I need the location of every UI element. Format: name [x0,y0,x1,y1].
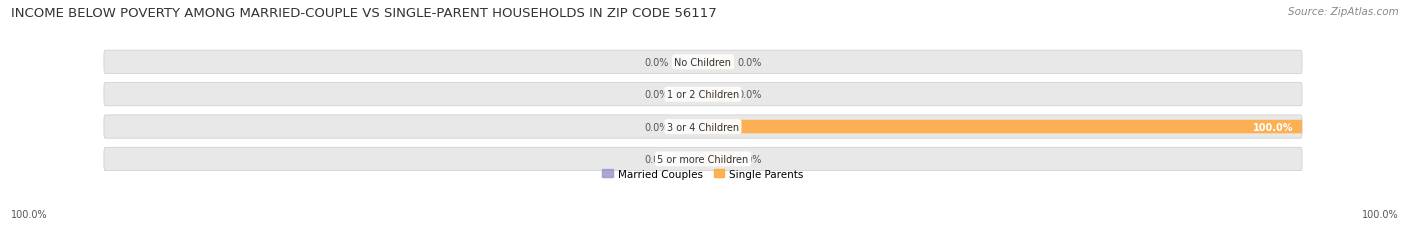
Text: INCOME BELOW POVERTY AMONG MARRIED-COUPLE VS SINGLE-PARENT HOUSEHOLDS IN ZIP COD: INCOME BELOW POVERTY AMONG MARRIED-COUPL… [11,7,717,20]
Text: 0.0%: 0.0% [738,154,762,164]
FancyBboxPatch shape [104,116,1302,139]
FancyBboxPatch shape [703,88,733,102]
FancyBboxPatch shape [673,88,703,102]
FancyBboxPatch shape [104,148,1302,171]
Text: 5 or more Children: 5 or more Children [658,154,748,164]
Text: 1 or 2 Children: 1 or 2 Children [666,90,740,100]
Text: Source: ZipAtlas.com: Source: ZipAtlas.com [1288,7,1399,17]
Text: 100.0%: 100.0% [1362,210,1399,219]
Text: 0.0%: 0.0% [644,58,668,67]
FancyBboxPatch shape [673,152,703,166]
FancyBboxPatch shape [673,120,703,134]
FancyBboxPatch shape [703,152,733,166]
Text: 0.0%: 0.0% [644,122,668,132]
Legend: Married Couples, Single Parents: Married Couples, Single Parents [599,166,807,182]
Text: 0.0%: 0.0% [644,90,668,100]
Text: 0.0%: 0.0% [738,58,762,67]
Text: 100.0%: 100.0% [11,210,48,219]
FancyBboxPatch shape [703,56,733,69]
FancyBboxPatch shape [673,56,703,69]
Text: 3 or 4 Children: 3 or 4 Children [666,122,740,132]
FancyBboxPatch shape [104,83,1302,106]
Text: 0.0%: 0.0% [644,154,668,164]
Text: No Children: No Children [675,58,731,67]
FancyBboxPatch shape [104,51,1302,74]
Text: 0.0%: 0.0% [738,90,762,100]
FancyBboxPatch shape [703,120,1302,134]
Text: 100.0%: 100.0% [1253,122,1294,132]
